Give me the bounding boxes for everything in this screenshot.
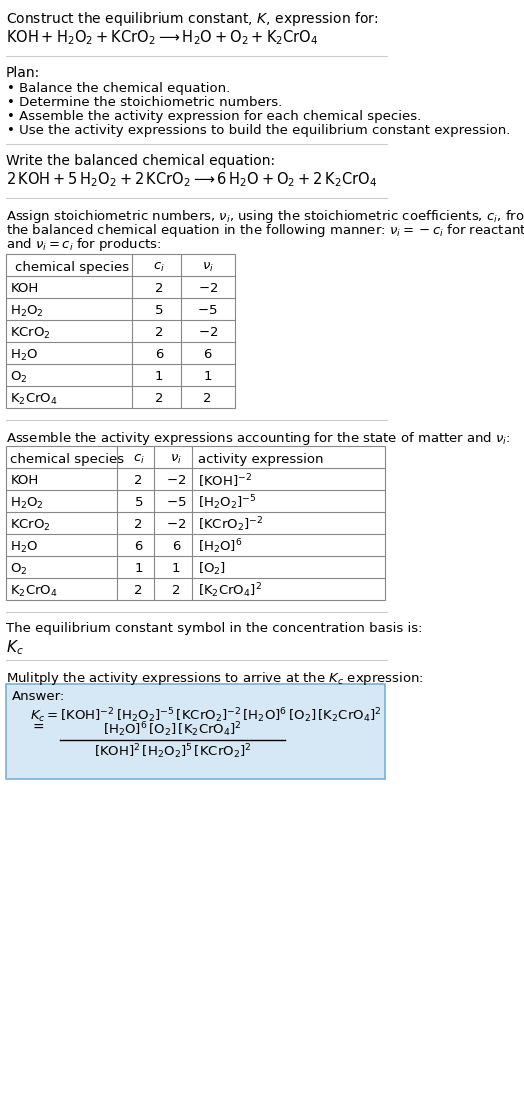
Text: $\mathrm{H_2O}$: $\mathrm{H_2O}$ — [10, 348, 39, 362]
Text: 1: 1 — [172, 563, 180, 576]
Text: $\mathrm{KCrO_2}$: $\mathrm{KCrO_2}$ — [10, 517, 51, 533]
Text: chemical species: chemical species — [15, 261, 129, 273]
Text: KOH: KOH — [10, 475, 39, 488]
Text: $[\mathrm{KOH}]^{2}\,[\mathrm{H_2O_2}]^{5}\,[\mathrm{KCrO_2}]^{2}$: $[\mathrm{KOH}]^{2}\,[\mathrm{H_2O_2}]^{… — [94, 743, 251, 762]
Text: KOH: KOH — [10, 283, 39, 295]
Text: $\mathrm{KCrO_2}$: $\mathrm{KCrO_2}$ — [10, 326, 51, 340]
Text: $\mathrm{O_2}$: $\mathrm{O_2}$ — [10, 562, 28, 577]
Text: $\mathrm{KOH + H_2O_2 + KCrO_2 \longrightarrow H_2O + O_2 + K_2CrO_4}$: $\mathrm{KOH + H_2O_2 + KCrO_2 \longrigh… — [6, 28, 319, 46]
Text: 1: 1 — [155, 371, 163, 383]
Text: $[\mathrm{H_2O}]^{6}\,[\mathrm{O_2}]\,[\mathrm{K_2CrO_4}]^{2}$: $[\mathrm{H_2O}]^{6}\,[\mathrm{O_2}]\,[\… — [103, 721, 242, 740]
Text: Construct the equilibrium constant, $K$, expression for:: Construct the equilibrium constant, $K$,… — [6, 10, 378, 28]
Text: Answer:: Answer: — [12, 690, 66, 704]
Text: • Assemble the activity expression for each chemical species.: • Assemble the activity expression for e… — [7, 110, 422, 123]
Text: $-5$: $-5$ — [166, 497, 187, 510]
Text: $K_c$: $K_c$ — [6, 637, 24, 656]
FancyBboxPatch shape — [6, 254, 235, 408]
Text: $c_i$: $c_i$ — [133, 453, 145, 466]
Text: 1: 1 — [203, 371, 212, 383]
Text: $[\mathrm{H_2O}]^{6}$: $[\mathrm{H_2O}]^{6}$ — [198, 537, 243, 556]
Text: The equilibrium constant symbol in the concentration basis is:: The equilibrium constant symbol in the c… — [6, 622, 422, 635]
Text: 2: 2 — [203, 392, 212, 405]
Text: Mulitply the activity expressions to arrive at the $K_c$ expression:: Mulitply the activity expressions to arr… — [6, 671, 424, 687]
Text: 2: 2 — [135, 475, 143, 488]
Text: Plan:: Plan: — [6, 66, 40, 80]
Text: Write the balanced chemical equation:: Write the balanced chemical equation: — [6, 154, 275, 168]
Text: 6: 6 — [172, 541, 180, 554]
Text: Assign stoichiometric numbers, $\nu_i$, using the stoichiometric coefficients, $: Assign stoichiometric numbers, $\nu_i$, … — [6, 208, 524, 225]
Text: $=$: $=$ — [30, 719, 45, 733]
Text: $\mathrm{K_2CrO_4}$: $\mathrm{K_2CrO_4}$ — [10, 584, 58, 599]
Text: $K_c = [\mathrm{KOH}]^{-2}\,[\mathrm{H_2O_2}]^{-5}\,[\mathrm{KCrO_2}]^{-2}\,[\ma: $K_c = [\mathrm{KOH}]^{-2}\,[\mathrm{H_2… — [30, 706, 381, 724]
Text: $2\,\mathrm{KOH + 5\,H_2O_2 + 2\,KCrO_2 \longrightarrow 6\,H_2O + O_2 + 2\,K_2Cr: $2\,\mathrm{KOH + 5\,H_2O_2 + 2\,KCrO_2 … — [6, 170, 377, 188]
Text: 5: 5 — [155, 305, 163, 317]
Text: $\mathrm{H_2O_2}$: $\mathrm{H_2O_2}$ — [10, 495, 45, 511]
Text: $\nu_i$: $\nu_i$ — [202, 261, 214, 273]
Text: $c_i$: $c_i$ — [153, 261, 165, 273]
Text: $[\mathrm{KOH}]^{-2}$: $[\mathrm{KOH}]^{-2}$ — [198, 472, 252, 490]
FancyBboxPatch shape — [6, 684, 385, 780]
Text: 6: 6 — [155, 349, 163, 361]
Text: 2: 2 — [172, 585, 180, 598]
Text: $-5$: $-5$ — [198, 305, 218, 317]
Text: $-2$: $-2$ — [198, 283, 218, 295]
Text: $[\mathrm{H_2O_2}]^{-5}$: $[\mathrm{H_2O_2}]^{-5}$ — [198, 493, 256, 512]
Text: $\mathrm{K_2CrO_4}$: $\mathrm{K_2CrO_4}$ — [10, 392, 58, 406]
Text: $[\mathrm{K_2CrO_4}]^{2}$: $[\mathrm{K_2CrO_4}]^{2}$ — [198, 581, 262, 600]
Text: the balanced chemical equation in the following manner: $\nu_i = -c_i$ for react: the balanced chemical equation in the fo… — [6, 222, 524, 239]
Text: 2: 2 — [135, 585, 143, 598]
Text: 2: 2 — [155, 392, 163, 405]
Text: • Determine the stoichiometric numbers.: • Determine the stoichiometric numbers. — [7, 96, 283, 109]
Text: $\mathrm{H_2O_2}$: $\mathrm{H_2O_2}$ — [10, 304, 45, 318]
Text: $\mathrm{O_2}$: $\mathrm{O_2}$ — [10, 370, 28, 384]
Text: chemical species: chemical species — [10, 453, 125, 466]
Text: $-2$: $-2$ — [166, 519, 187, 532]
Text: 1: 1 — [135, 563, 143, 576]
Text: 2: 2 — [155, 327, 163, 339]
Text: $-2$: $-2$ — [166, 475, 187, 488]
Text: • Balance the chemical equation.: • Balance the chemical equation. — [7, 81, 231, 95]
Text: 6: 6 — [135, 541, 143, 554]
Text: activity expression: activity expression — [198, 453, 323, 466]
Text: 5: 5 — [135, 497, 143, 510]
Text: • Use the activity expressions to build the equilibrium constant expression.: • Use the activity expressions to build … — [7, 124, 511, 137]
Text: Assemble the activity expressions accounting for the state of matter and $\nu_i$: Assemble the activity expressions accoun… — [6, 430, 511, 447]
Text: $[\mathrm{O_2}]$: $[\mathrm{O_2}]$ — [198, 560, 226, 577]
Text: $\mathrm{H_2O}$: $\mathrm{H_2O}$ — [10, 539, 39, 555]
Text: and $\nu_i = c_i$ for products:: and $\nu_i = c_i$ for products: — [6, 236, 161, 253]
Text: 6: 6 — [203, 349, 212, 361]
FancyBboxPatch shape — [6, 446, 386, 600]
Text: 2: 2 — [135, 519, 143, 532]
Text: $[\mathrm{KCrO_2}]^{-2}$: $[\mathrm{KCrO_2}]^{-2}$ — [198, 515, 263, 534]
Text: $\nu_i$: $\nu_i$ — [170, 453, 182, 466]
Text: 2: 2 — [155, 283, 163, 295]
Text: $-2$: $-2$ — [198, 327, 218, 339]
